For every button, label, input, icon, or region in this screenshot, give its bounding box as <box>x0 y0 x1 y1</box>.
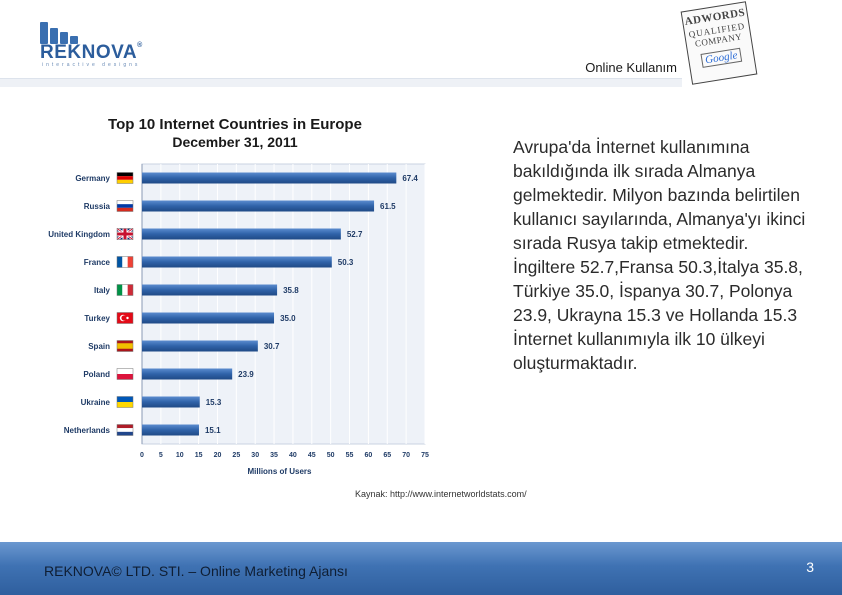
category-label: France <box>84 258 111 267</box>
data-label: 35.0 <box>280 314 296 323</box>
russia-flag-icon <box>116 200 134 212</box>
bar <box>142 284 278 296</box>
badge-line-4: Google <box>700 47 743 68</box>
turkey-flag-icon <box>116 312 134 324</box>
chart-title: Top 10 Internet Countries in Europe <box>108 116 362 133</box>
x-tick-label: 40 <box>289 452 297 459</box>
x-tick-label: 65 <box>383 452 391 459</box>
poland-flag-icon <box>116 368 134 380</box>
reknova-logo: REKNOVA® interactive designs <box>40 20 150 70</box>
category-label: Russia <box>84 202 111 211</box>
data-label: 50.3 <box>338 258 354 267</box>
footer-bar: REKNOVA© LTD. STI. – Online Marketing Aj… <box>0 542 842 595</box>
bar <box>142 424 199 436</box>
germany-flag-icon <box>116 172 134 184</box>
spain-flag-icon <box>116 340 134 352</box>
data-label: 15.1 <box>205 426 221 435</box>
x-tick-label: 50 <box>327 452 335 459</box>
x-tick-label: 60 <box>365 452 373 459</box>
data-label: 15.3 <box>206 398 222 407</box>
logo-registered-mark: ® <box>137 42 143 49</box>
internet-users-bar-chart: Top 10 Internet Countries in EuropeDecem… <box>48 116 429 476</box>
logo-text: REKNOVA <box>40 42 138 63</box>
header-divider <box>0 78 682 87</box>
section-title: Online Kullanım <box>585 60 677 75</box>
data-label: 61.5 <box>380 202 396 211</box>
logo-tagline: interactive designs <box>42 62 141 68</box>
x-tick-label: 45 <box>308 452 316 459</box>
bar <box>142 200 375 212</box>
ukraine-flag-icon <box>116 396 134 408</box>
description-text: Avrupa'da İnternet kullanımına bakıldığı… <box>513 135 823 375</box>
x-tick-label: 10 <box>176 452 184 459</box>
category-label: Netherlands <box>64 426 111 435</box>
x-axis-label: Millions of Users <box>247 467 312 476</box>
x-tick-label: 25 <box>232 452 240 459</box>
bar <box>142 172 397 184</box>
data-label: 67.4 <box>402 174 418 183</box>
bar <box>142 228 341 240</box>
italy-flag-icon <box>116 284 134 296</box>
logo-bars-icon <box>40 20 80 44</box>
france-flag-icon <box>116 256 134 268</box>
x-tick-label: 75 <box>421 452 429 459</box>
bar <box>142 256 332 268</box>
x-tick-label: 55 <box>346 452 354 459</box>
data-label: 23.9 <box>238 370 254 379</box>
bar <box>142 396 200 408</box>
data-label: 52.7 <box>347 230 363 239</box>
uk-flag-icon <box>116 227 134 241</box>
footer-company: REKNOVA© LTD. STI. – Online Marketing Aj… <box>44 563 348 579</box>
data-label: 30.7 <box>264 342 280 351</box>
x-tick-label: 0 <box>140 452 144 459</box>
page-number: 3 <box>806 559 814 575</box>
category-label: Poland <box>83 370 110 379</box>
data-label: 35.8 <box>283 286 299 295</box>
x-tick-label: 15 <box>195 452 203 459</box>
category-label: United Kingdom <box>48 230 110 239</box>
category-label: Italy <box>94 286 111 295</box>
description-paragraph: Avrupa'da İnternet kullanımına bakıldığı… <box>513 137 806 253</box>
x-tick-label: 30 <box>251 452 259 459</box>
x-tick-label: 70 <box>402 452 410 459</box>
x-tick-label: 5 <box>159 452 163 459</box>
category-label: Ukraine <box>81 398 111 407</box>
x-tick-label: 35 <box>270 452 278 459</box>
category-label: Turkey <box>84 314 110 323</box>
source-citation: Kaynak: http://www.internetworldstats.co… <box>355 489 527 499</box>
adwords-qualified-badge: ADWORDS QUALIFIED COMPANY Google <box>680 1 758 85</box>
bar <box>142 340 258 352</box>
category-label: Germany <box>75 174 110 183</box>
bar <box>142 368 233 380</box>
x-tick-label: 20 <box>214 452 222 459</box>
netherlands-flag-icon <box>116 424 134 436</box>
description-paragraph: İngiltere 52.7,Fransa 50.3,İtalya 35.8, … <box>513 257 803 373</box>
category-label: Spain <box>88 342 110 351</box>
chart-subtitle: December 31, 2011 <box>172 134 298 150</box>
bar <box>142 312 275 324</box>
